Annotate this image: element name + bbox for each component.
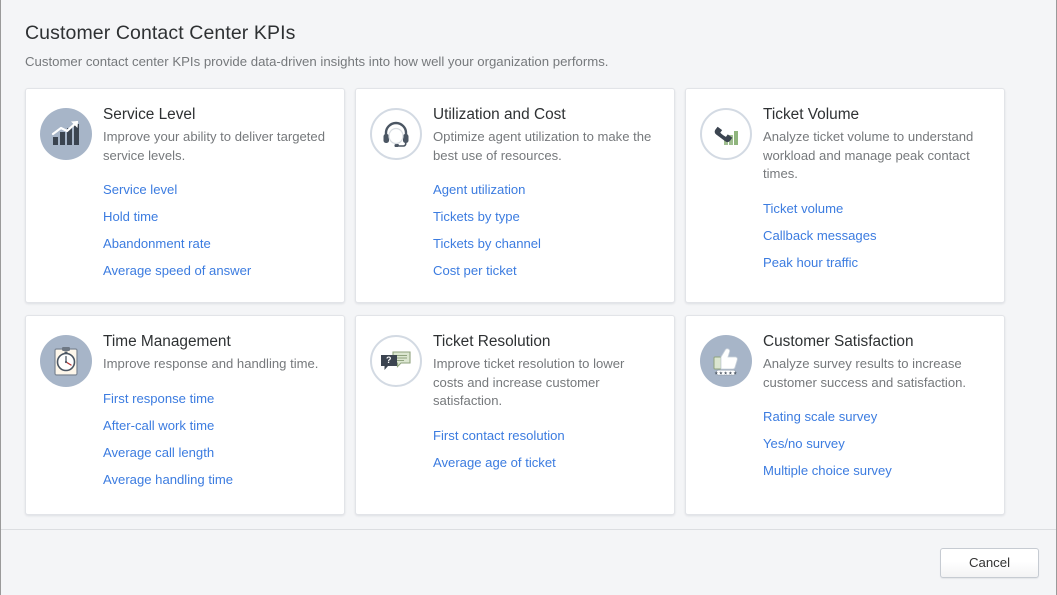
page-subtitle: Customer contact center KPIs provide dat… [25, 54, 609, 69]
card-link[interactable]: Service level [103, 182, 178, 197]
card-icon-wrap [39, 107, 93, 161]
list-item: First contact resolution [433, 424, 658, 447]
card-link[interactable]: Yes/no survey [763, 436, 845, 451]
list-item: Tickets by channel [433, 232, 658, 255]
card-link[interactable]: Peak hour traffic [763, 254, 859, 270]
card-body: Ticket Volume Analyze ticket volume to u… [763, 103, 988, 278]
card-body: Ticket Resolution Improve ticket resolut… [433, 330, 658, 478]
card-link[interactable]: Average speed of answer [103, 263, 252, 278]
card-description: Optimize agent utilization to make the b… [433, 129, 652, 163]
list-item: Agent utilization [433, 178, 658, 201]
card-description: Improve ticket resolution to lower costs… [433, 356, 625, 408]
kpi-card-ticket-resolution[interactable]: ? Ticket Resolution Improve ticket resol… [355, 315, 675, 515]
stopwatch-clipboard-icon [40, 335, 92, 387]
card-icon-wrap [39, 334, 93, 388]
card-description: Analyze survey results to increase custo… [763, 356, 967, 390]
card-link[interactable]: Hold time [103, 209, 159, 224]
card-icon-wrap [369, 107, 423, 161]
card-link[interactable]: Agent utilization [433, 182, 526, 197]
list-item: After-call work time [103, 414, 328, 437]
list-item: Tickets by type [433, 205, 658, 228]
card-link-list: First response time After-call work time… [103, 387, 328, 491]
card-link[interactable]: Average handling time [103, 471, 234, 487]
card-body: Time Management Improve response and han… [103, 330, 328, 495]
list-item: Peak hour traffic [763, 251, 988, 274]
card-title: Service Level [103, 106, 196, 123]
card-link[interactable]: Average age of ticket [433, 454, 556, 470]
card-title: Time Management [103, 333, 231, 350]
card-title: Customer Satisfaction [763, 333, 914, 350]
list-item: Average call length [103, 441, 328, 464]
list-item: Cost per ticket [433, 259, 658, 282]
card-link-list: Rating scale survey Yes/no survey Multip… [763, 405, 988, 482]
card-icon-wrap: ? [369, 334, 423, 388]
card-link[interactable]: Cost per ticket [433, 263, 517, 278]
list-item: Yes/no survey [763, 432, 988, 455]
svg-text:?: ? [386, 355, 392, 365]
card-body: Utilization and Cost Optimize agent util… [433, 103, 658, 286]
card-icon-wrap [699, 107, 753, 161]
card-body: Customer Satisfaction Analyze survey res… [763, 330, 988, 486]
list-item: Abandonment rate [103, 232, 328, 255]
list-item: Average age of ticket [433, 451, 658, 474]
headset-icon [370, 108, 422, 160]
kpi-card-time-management[interactable]: Time Management Improve response and han… [25, 315, 345, 515]
chat-bubbles-question-icon: ? [370, 335, 422, 387]
card-link[interactable]: Tickets by type [433, 209, 520, 224]
card-link-list: Agent utilization Tickets by type Ticket… [433, 178, 658, 282]
list-item: Average handling time [103, 468, 328, 491]
bar-chart-trend-icon [40, 108, 92, 160]
page-title: Customer Contact Center KPIs [25, 22, 296, 44]
card-link-list: Service level Hold time Abandonment rate… [103, 178, 328, 282]
card-title: Ticket Resolution [433, 333, 551, 350]
list-item: Multiple choice survey [763, 459, 988, 482]
list-item: Rating scale survey [763, 405, 988, 428]
footer-spacer [1, 515, 1056, 529]
page-header: Customer Contact Center KPIs Customer co… [1, 0, 1056, 72]
card-link[interactable]: Average call length [103, 444, 215, 460]
list-item: Callback messages [763, 224, 988, 247]
list-item: First response time [103, 387, 328, 410]
list-item: Ticket volume [763, 197, 988, 220]
kpi-card-utilization-and-cost[interactable]: Utilization and Cost Optimize agent util… [355, 88, 675, 303]
card-link[interactable]: After-call work time [103, 417, 215, 433]
card-link[interactable]: Callback messages [763, 227, 877, 243]
thumbs-up-rating-icon: ★★★★★ [700, 335, 752, 387]
card-link[interactable]: Abandonment rate [103, 236, 211, 251]
card-link[interactable]: First contact resolution [433, 427, 565, 443]
dialog-footer: Cancel [1, 529, 1056, 595]
list-item: Average speed of answer [103, 259, 328, 282]
card-link-list: First contact resolution Average age of … [433, 424, 658, 474]
kpi-card-ticket-volume[interactable]: Ticket Volume Analyze ticket volume to u… [685, 88, 1005, 303]
card-title: Ticket Volume [763, 106, 860, 123]
card-body: Service Level Improve your ability to de… [103, 103, 328, 286]
card-link[interactable]: First response time [103, 390, 215, 406]
card-description: Improve your ability to deliver targeted… [103, 129, 325, 163]
card-description: Improve response and handling time. [103, 356, 319, 371]
card-icon-wrap: ★★★★★ [699, 334, 753, 388]
phone-bars-icon [700, 108, 752, 160]
card-link-list: Ticket volume Callback messages Peak hou… [763, 197, 988, 274]
list-item: Hold time [103, 205, 328, 228]
card-link[interactable]: Ticket volume [763, 200, 844, 216]
kpi-card-customer-satisfaction[interactable]: ★★★★★ Customer Satisfaction Analyze surv… [685, 315, 1005, 515]
kpi-card-grid: Service Level Improve your ability to de… [1, 72, 1056, 515]
svg-text:★★★★★: ★★★★★ [714, 370, 738, 375]
card-title: Utilization and Cost [433, 106, 566, 123]
card-description: Analyze ticket volume to understand work… [763, 129, 974, 181]
card-link[interactable]: Rating scale survey [763, 409, 878, 424]
card-link[interactable]: Tickets by channel [433, 236, 541, 251]
card-link[interactable]: Multiple choice survey [763, 463, 892, 478]
cancel-button[interactable]: Cancel [940, 547, 1039, 578]
kpi-card-service-level[interactable]: Service Level Improve your ability to de… [25, 88, 345, 303]
list-item: Service level [103, 178, 328, 201]
